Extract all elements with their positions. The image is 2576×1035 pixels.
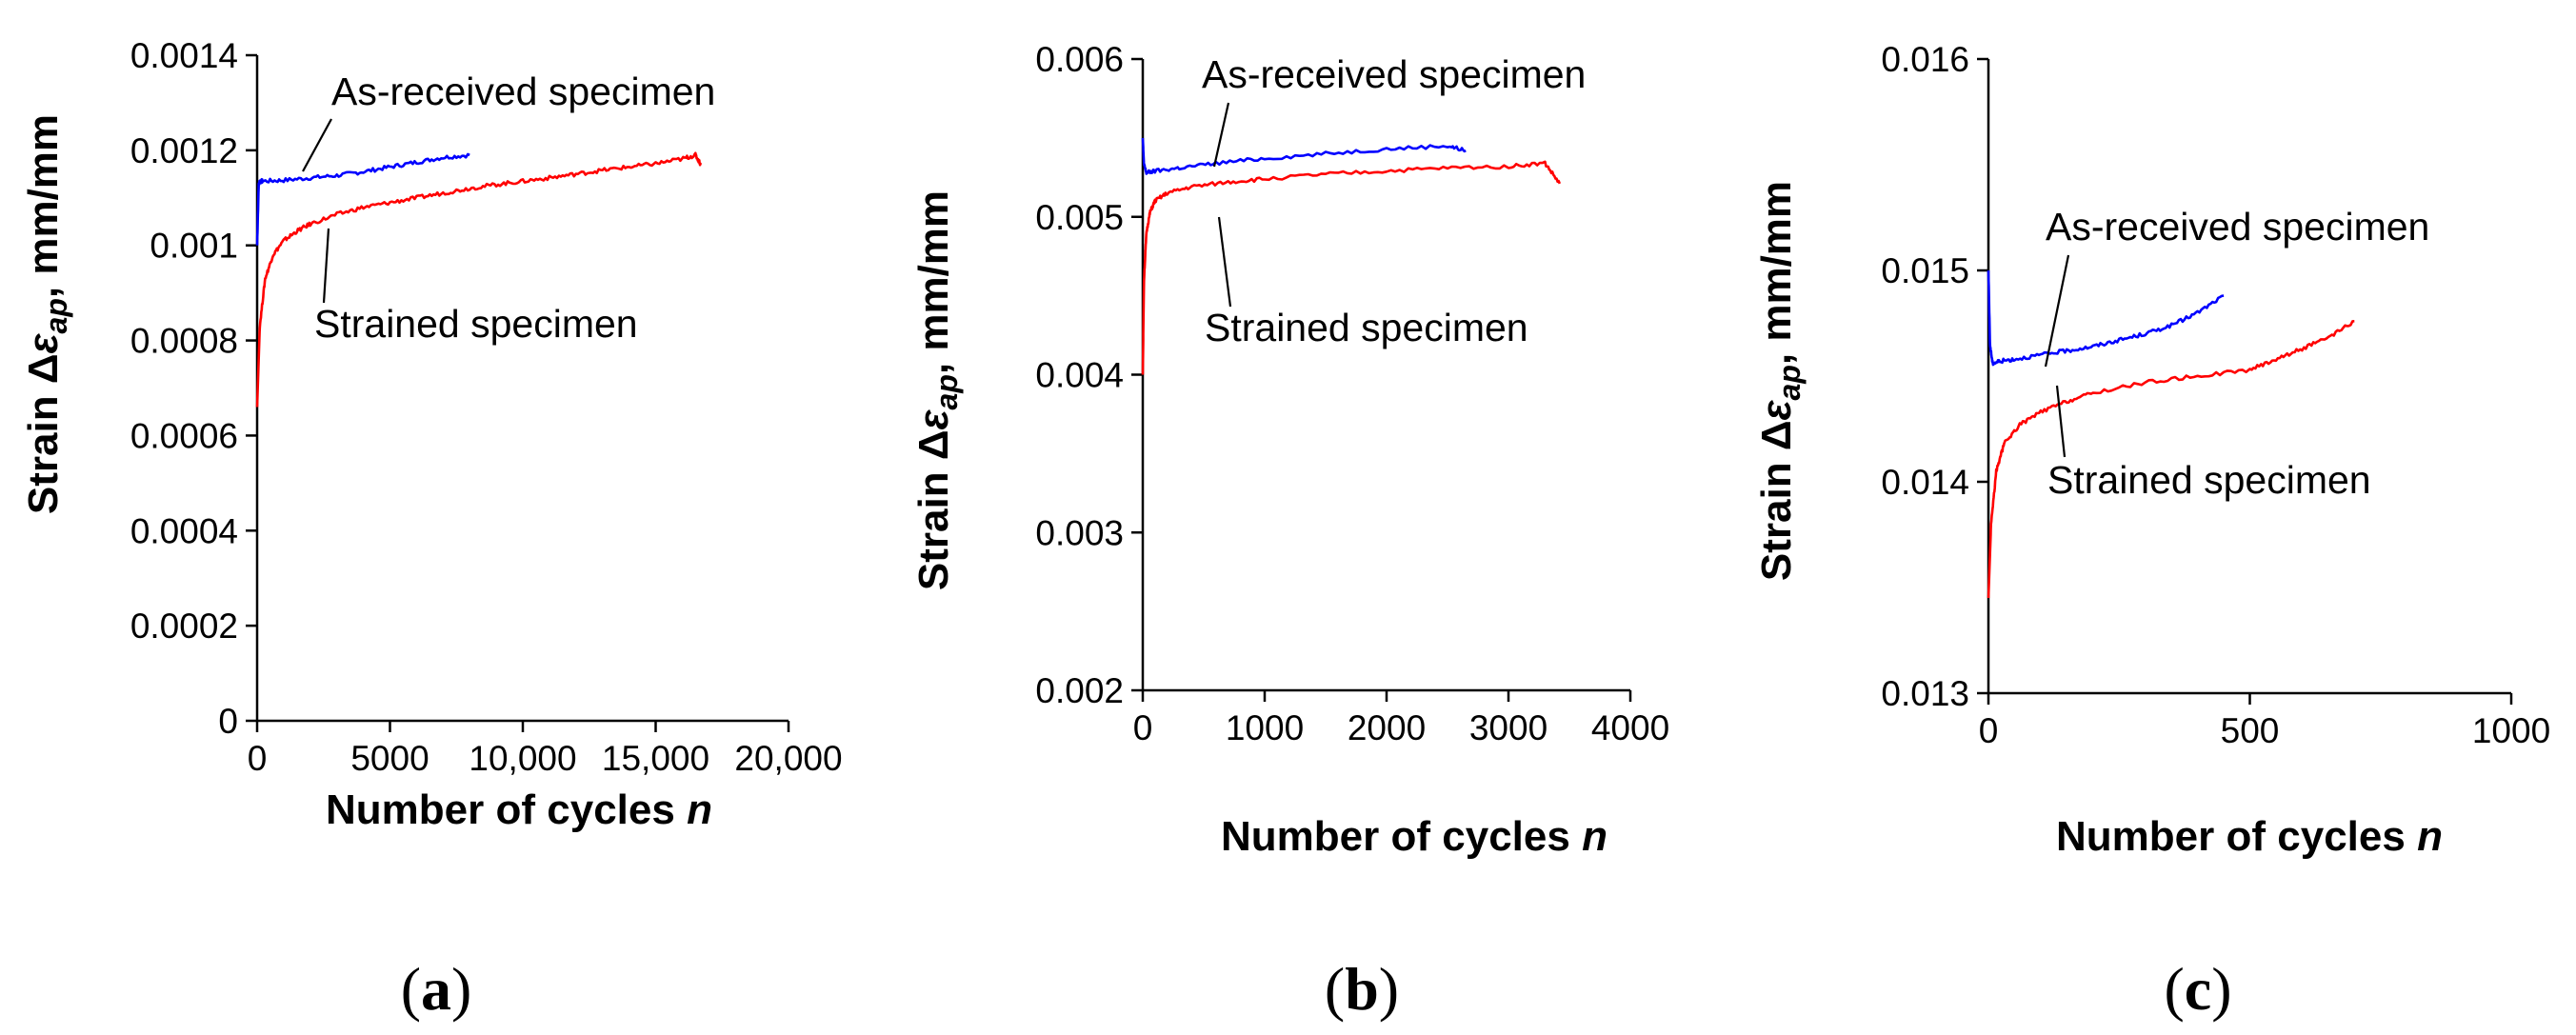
y-tick-label: 0.0006 [130, 416, 238, 455]
x-tick-label: 3000 [1469, 708, 1548, 747]
y-tick-label: 0.001 [150, 227, 238, 266]
as-received-annotation: As-received specimen [331, 70, 715, 113]
x-tick-label: 5000 [350, 739, 429, 778]
x-tick-label: 500 [2221, 711, 2280, 750]
panel-label-a: (a) [401, 955, 472, 1023]
as-received-leader [1212, 102, 1230, 168]
y-tick-label: 0.006 [1035, 40, 1124, 79]
chart-c: 0 500 1000 0.013 0.014 0.015 0.016 As-receive… [1753, 40, 2550, 1023]
x-tick-label: 1000 [2472, 711, 2550, 750]
strained-annotation: Strained specimen [314, 302, 638, 346]
strained-series-line [255, 151, 703, 408]
y-tick-label: 0.016 [1881, 40, 1969, 79]
y-tick-label: 0.015 [1881, 251, 1969, 290]
strained-leader [322, 228, 330, 304]
chart-a: 0 5000 10,000 15,000 20,000 0 0.0002 0.0004 0.0… [20, 36, 843, 1023]
as-received-leader [302, 118, 332, 172]
x-tick-label: 15,000 [602, 739, 709, 778]
y-tick-label: 0.0012 [130, 131, 238, 170]
y-tick-label: 0.013 [1881, 674, 1969, 713]
x-tick-label: 0 [1133, 708, 1153, 747]
y-axis-title: Strain Δεap, mm/mm [1753, 181, 1807, 581]
as-received-series-line [255, 152, 470, 246]
y-axis-title: Strain Δεap, mm/mm [20, 114, 73, 514]
y-tick-label: 0.003 [1035, 513, 1124, 552]
x-tick-label: 4000 [1591, 708, 1669, 747]
y-tick-label: 0.004 [1035, 356, 1124, 395]
x-axis-title: Number of cycles n [2056, 813, 2443, 860]
strained-annotation: Strained specimen [1205, 306, 1528, 349]
x-ticks: 0 500 1000 [1979, 693, 2550, 750]
y-ticks: 0.002 0.003 0.004 0.005 0.006 [1035, 40, 1143, 710]
panel-label-b: (b) [1325, 955, 1399, 1023]
strained-leader [2055, 385, 2067, 458]
x-axis-title: Number of cycles n [326, 786, 712, 833]
y-tick-label: 0.0004 [130, 511, 238, 550]
y-ticks: 0.013 0.014 0.015 0.016 [1881, 40, 1988, 713]
chart-b: 0 1000 2000 3000 4000 0.0020.0030.0040.0050.… [910, 40, 1669, 1023]
x-tick-label: 0 [1979, 711, 1999, 750]
as-received-annotation: As-received specimen [2046, 205, 2429, 249]
x-ticks: 0 5000 10,000 15,000 20,000 [248, 721, 843, 778]
y-tick-label: 0.005 [1035, 198, 1124, 237]
x-tick-label: 1000 [1226, 708, 1304, 747]
y-ticks: 0 0.0002 0.0004 0.0006 0.0008 0.001 0.0012 0.00… [130, 36, 257, 741]
strained-series-line [1141, 160, 1562, 375]
y-tick-label: 0.0014 [130, 36, 238, 75]
y-tick-label: 0.0002 [130, 607, 238, 646]
as-received-series-line [1987, 269, 2225, 367]
y-tick-label: 0.0008 [130, 322, 238, 361]
panel-label-c: (c) [2164, 955, 2231, 1023]
x-tick-label: 0 [248, 739, 268, 778]
x-tick-label: 10,000 [469, 739, 576, 778]
strained-series-line [1987, 320, 2355, 599]
y-tick-label: 0 [218, 702, 238, 741]
as-received-annotation: As-received specimen [1202, 52, 1586, 96]
y-tick-label: 0.014 [1881, 463, 1969, 502]
x-ticks: 0 1000 2000 3000 4000 [1133, 690, 1669, 747]
y-axis-title: Strain Δεap, mm/mm [910, 190, 964, 590]
as-received-leader [2044, 254, 2070, 368]
x-tick-label: 20,000 [734, 739, 842, 778]
x-tick-label: 2000 [1348, 708, 1426, 747]
strained-leader [1217, 216, 1232, 308]
y-tick-label: 0.002 [1035, 671, 1124, 710]
strained-annotation: Strained specimen [2047, 458, 2371, 502]
x-axis-title: Number of cycles n [1221, 813, 1608, 860]
